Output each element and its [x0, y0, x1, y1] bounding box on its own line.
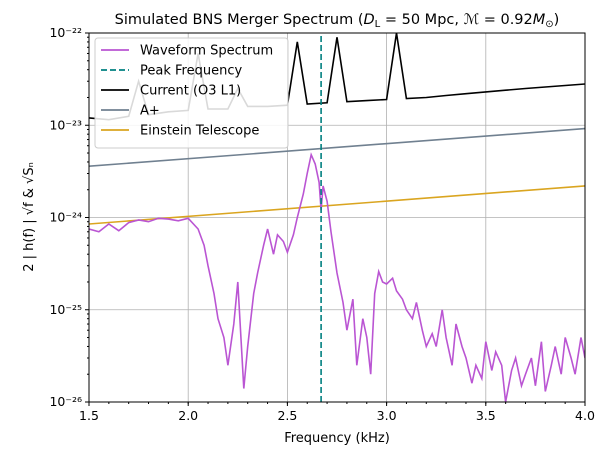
- x-tick-label: 1.5: [79, 408, 99, 423]
- y-tick-label: 10⁻²⁴: [49, 210, 82, 225]
- x-axis-ticks: 1.5 2.0 2.5 3.0 3.5 4.0: [79, 402, 595, 423]
- y-axis-ticks: 10⁻²⁶ 10⁻²⁵ 10⁻²⁴ 10⁻²³ 10⁻²²: [49, 25, 89, 409]
- y-tick-label: 10⁻²³: [49, 117, 82, 132]
- x-axis-label: Frequency (kHz): [284, 431, 390, 446]
- x-tick-label: 3.0: [377, 408, 397, 423]
- legend-label: A+: [140, 104, 160, 119]
- legend-label: Current (O3 L1): [140, 84, 241, 99]
- x-tick-label: 2.0: [178, 408, 198, 423]
- chart-title: Simulated BNS Merger Spectrum (DL = 50 M…: [115, 12, 560, 30]
- legend-label: Peak Frequency: [140, 64, 242, 79]
- legend-label: Waveform Spectrum: [140, 44, 273, 59]
- legend: Waveform Spectrum Peak Frequency Current (…: [95, 38, 288, 148]
- y-tick-label: 10⁻²⁶: [49, 394, 82, 409]
- legend-label: Einstein Telescope: [140, 124, 259, 139]
- y-axis-label: 2 | h(f) | √f & √Sₙ: [22, 162, 37, 272]
- x-tick-label: 4.0: [575, 408, 595, 423]
- y-tick-label: 10⁻²⁵: [49, 302, 82, 317]
- y-tick-label: 10⁻²²: [49, 25, 82, 40]
- x-tick-label: 3.5: [476, 408, 496, 423]
- x-tick-label: 2.5: [277, 408, 297, 423]
